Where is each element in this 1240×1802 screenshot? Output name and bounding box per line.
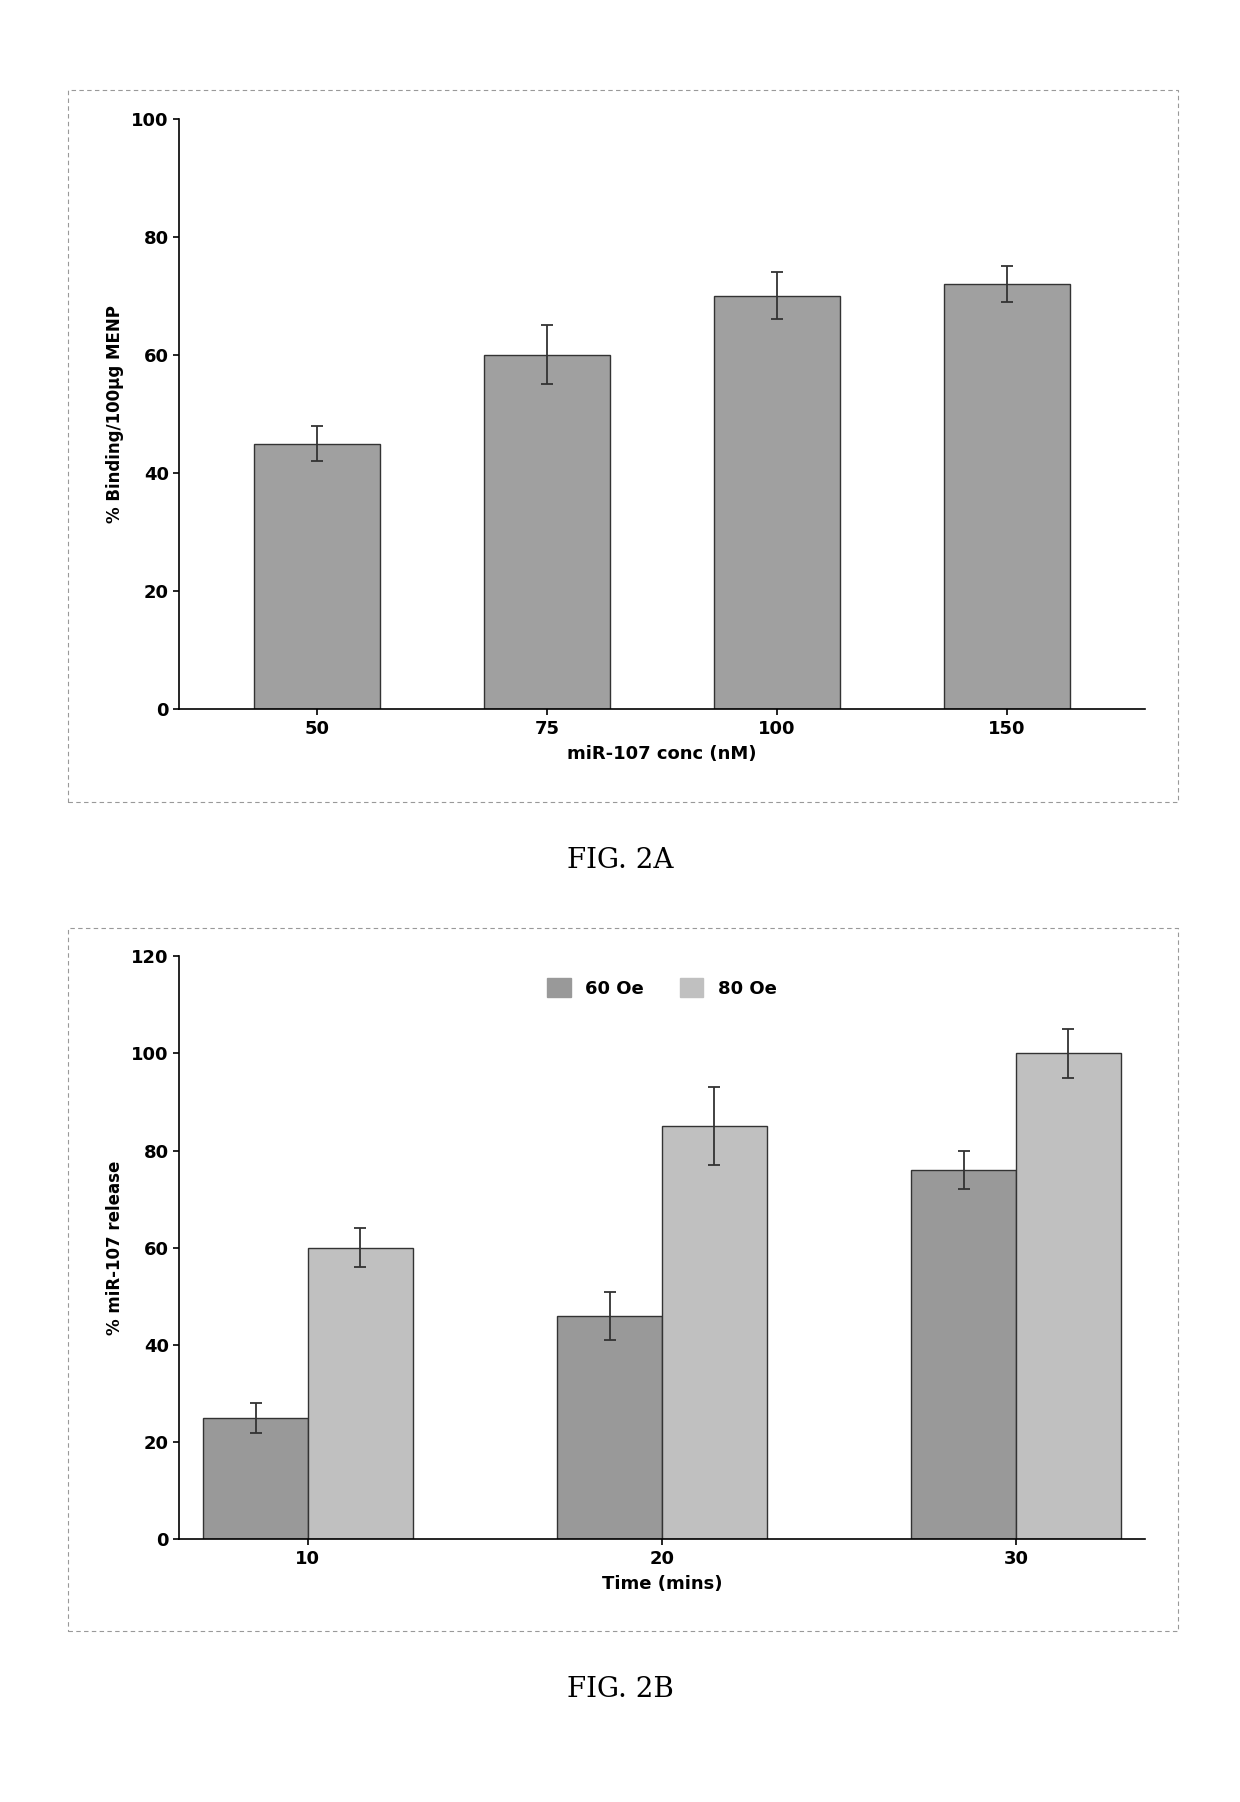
Bar [911, 1169, 1016, 1539]
Bar [254, 443, 381, 710]
X-axis label: miR-107 conc (nM): miR-107 conc (nM) [567, 744, 756, 762]
Bar [484, 355, 610, 710]
Bar [714, 296, 841, 710]
Legend: 60 Oe, 80 Oe: 60 Oe, 80 Oe [539, 971, 784, 1006]
Bar [1016, 1054, 1121, 1539]
Text: FIG. 2A: FIG. 2A [567, 847, 673, 874]
Bar [662, 1126, 766, 1539]
X-axis label: Time (mins): Time (mins) [601, 1575, 722, 1593]
Y-axis label: % Binding/100μg MENP: % Binding/100μg MENP [107, 305, 124, 523]
Bar [308, 1247, 413, 1539]
Text: FIG. 2B: FIG. 2B [567, 1676, 673, 1703]
Y-axis label: % miR-107 release: % miR-107 release [107, 1160, 124, 1335]
Bar [203, 1418, 308, 1539]
Bar [944, 285, 1070, 710]
Bar [557, 1315, 662, 1539]
